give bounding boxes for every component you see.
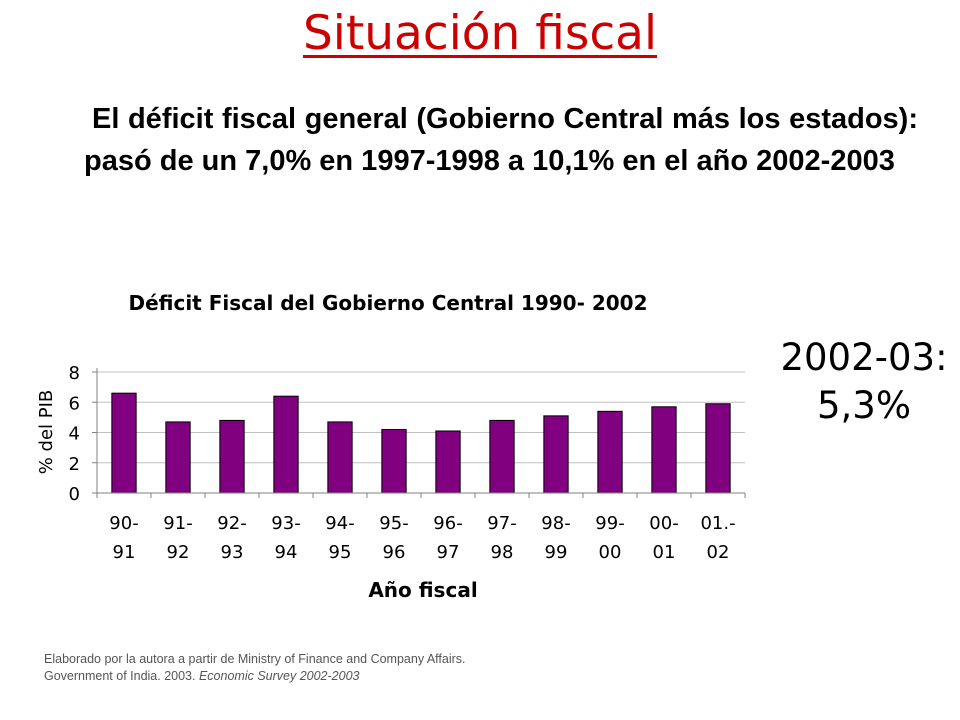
x-tick-label: 95-	[379, 513, 408, 534]
x-tick-label: 99-	[595, 513, 624, 534]
x-tick-label: 95	[329, 542, 352, 563]
page-title-text: Situación fiscal	[302, 6, 658, 61]
x-tick-label: 96	[383, 542, 406, 563]
x-tick-label: 97-	[487, 513, 516, 534]
x-tick-label: 93	[221, 542, 244, 563]
x-tick-label: 00	[599, 542, 622, 563]
bar	[489, 419, 515, 494]
x-tick-label: 01.-	[700, 513, 735, 534]
x-tick-label: 92-	[217, 513, 246, 534]
bar	[219, 419, 245, 494]
annotation-period: 2002-03:	[780, 336, 948, 379]
x-tick-label: 91	[113, 542, 136, 563]
bar	[705, 403, 731, 494]
x-axis-label: Año fiscal	[368, 578, 477, 602]
x-tick-label: 97	[437, 542, 460, 563]
x-tick-labels: 90- 91 91- 92 92- 93 93- 94 94- 95 95- 96 96- 97 97- 98…	[109, 513, 735, 563]
gridlines	[97, 371, 745, 464]
annotation-value: 5,3%	[817, 384, 911, 427]
bar-chart: Déficit Fiscal del Gobierno Central 1990…	[36, 291, 746, 602]
y-axis-label: % del PIB	[36, 390, 57, 475]
bar	[327, 421, 353, 494]
bar	[111, 392, 137, 494]
x-tick-label: 92	[167, 542, 190, 563]
bar	[543, 415, 569, 494]
x-tick-label: 99	[545, 542, 568, 563]
chart-title: Déficit Fiscal del Gobierno Central 1990…	[128, 291, 647, 315]
body-text: El déficit fiscal general (Gobierno Cent…	[84, 103, 918, 177]
y-tick-labels: 0 2 4 6 8	[69, 363, 80, 505]
y-tick-label: 8	[69, 363, 80, 384]
y-tick-label: 0	[69, 484, 80, 505]
bar	[381, 428, 407, 494]
axes	[92, 368, 746, 498]
x-tick-label: 91-	[163, 513, 192, 534]
x-tick-label: 98	[491, 542, 514, 563]
source-line2: Government of India. 2003.	[44, 669, 199, 683]
x-tick-label: 90-	[109, 513, 138, 534]
source-note: Elaborado por la autora a partir de Mini…	[44, 651, 636, 685]
source-line1: Elaborado por la autora a partir de Mini…	[44, 652, 466, 666]
page-title: Situación fiscal	[0, 6, 960, 61]
x-tick-label: 00-	[649, 513, 678, 534]
x-tick-label: 94	[275, 542, 298, 563]
x-tick-label: 96-	[433, 513, 462, 534]
source-title: Economic Survey 2002-2003	[198, 669, 360, 683]
bar	[165, 421, 191, 494]
bar	[651, 406, 677, 494]
annotation: 2002-03: 5,3%	[774, 334, 954, 430]
x-tick-label: 98-	[541, 513, 570, 534]
x-tick-label: 02	[707, 542, 730, 563]
bar	[597, 410, 623, 494]
x-tick-label: 94-	[325, 513, 354, 534]
y-tick-label: 6	[69, 393, 80, 414]
x-tick-label: 01	[653, 542, 676, 563]
y-tick-label: 4	[69, 424, 80, 445]
x-tick-label: 93-	[271, 513, 300, 534]
y-tick-label: 2	[69, 454, 80, 475]
bar	[435, 430, 461, 494]
bars	[111, 392, 731, 494]
bar	[273, 395, 299, 494]
